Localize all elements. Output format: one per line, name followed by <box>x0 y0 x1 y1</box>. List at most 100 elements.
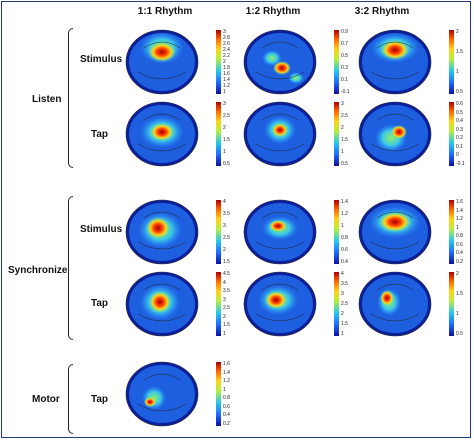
colorbar <box>449 272 454 336</box>
colorbar-tick-label: 1 <box>456 224 459 231</box>
colorbar-tick-label: 1.5 <box>341 321 348 327</box>
colorbar-ticks: 2 1.5 1 0.5 <box>456 29 474 95</box>
colorbar-tick-label: 3 <box>223 223 226 229</box>
topographic-map <box>124 28 200 96</box>
colorbar-tick-label: 4 <box>341 271 344 277</box>
colorbar-tick-label: 1.4 <box>456 207 463 214</box>
colorbar-tick-label: 2 <box>223 313 226 320</box>
colorbar-tick-label: 1 <box>223 386 226 393</box>
column-header-1-2-rhythm: 1:2 Rhythm <box>245 6 301 17</box>
colorbar-tick-label: 0.5 <box>456 109 463 116</box>
colorbar-tick-label: 1 <box>456 311 459 317</box>
colorbar-tick-label: 0.3 <box>456 126 463 133</box>
row-label-listen-stimulus: Stimulus <box>80 54 123 65</box>
topographic-map <box>124 270 200 338</box>
colorbar-tick-label: 0.6 <box>223 403 230 410</box>
group-label-synchronize: Synchronize <box>8 265 68 276</box>
colorbar-tick-label: 0.1 <box>456 143 463 150</box>
colorbar-tick-label: 1.5 <box>341 137 348 143</box>
colorbar-tick-label: 1.2 <box>456 216 463 223</box>
colorbar-ticks: 4 3.5 3 2.5 2 1.5 <box>223 200 247 265</box>
colorbar-tick-label: 2 <box>456 29 459 35</box>
column-header-3-2-rhythm: 3:2 Rhythm <box>354 6 410 17</box>
colorbar-tick-label: 1.5 <box>456 291 463 297</box>
colorbar-tick-label: 4 <box>223 279 226 286</box>
colorbar-tick-label: 0.5 <box>456 331 463 337</box>
group-label-listen: Listen <box>32 94 62 105</box>
colorbar-tick-label: 1.4 <box>341 199 348 205</box>
colorbar-tick-label: 3 <box>341 291 344 297</box>
colorbar-tick-label: 2.4 <box>223 47 230 53</box>
colorbar-ticks: 3 2.5 2 1.5 1 0.5 <box>341 101 365 167</box>
colorbar <box>216 200 221 264</box>
colorbar-tick-label: 2 <box>341 311 344 317</box>
colorbar-ticks: 1.4 1.2 1 0.8 0.6 0.4 <box>341 199 365 265</box>
colorbar-tick-label: 2 <box>223 125 226 131</box>
colorbar-tick-label: 1.6 <box>223 361 230 367</box>
colorbar <box>334 30 339 94</box>
colorbar <box>216 30 221 94</box>
colorbar-ticks: 3 2.5 2 1.5 1 0.5 <box>223 101 247 167</box>
colorbar-tick-label: 0.6 <box>456 101 463 107</box>
topographic-map <box>242 198 318 266</box>
colorbar-tick-label: 1.5 <box>223 137 230 143</box>
colorbar-tick-label: 0.2 <box>456 135 463 142</box>
colorbar-tick-label: 2.5 <box>223 235 230 241</box>
colorbar <box>334 102 339 166</box>
colorbar-tick-label: 0.8 <box>223 395 230 402</box>
topographic-map <box>357 270 433 338</box>
colorbar <box>216 272 221 336</box>
colorbar-tick-label: 1 <box>456 69 459 75</box>
colorbar-tick-label: 0.6 <box>456 241 463 248</box>
topographic-map <box>242 100 318 168</box>
colorbar-tick-label: 0.4 <box>456 250 463 257</box>
colorbar-tick-label: 0.8 <box>341 235 348 241</box>
row-label-synchronize-stimulus: Stimulus <box>80 224 123 235</box>
colorbar <box>216 102 221 166</box>
colorbar-tick-label: 0.8 <box>456 233 463 240</box>
topographic-map <box>124 100 200 168</box>
topographic-map <box>124 360 200 428</box>
colorbar-tick-label: 0.9 <box>341 29 348 35</box>
colorbar-ticks: 3 2.8 2.6 2.4 2.2 2 1.8 1.6 1.4 1.2 1 <box>223 30 247 95</box>
colorbar-tick-label: 0.7 <box>341 41 348 47</box>
colorbar-tick-label: 3 <box>223 101 226 107</box>
colorbar-tick-label: 1.5 <box>456 49 463 55</box>
colorbar-ticks: 4.5 4 3.5 3 2.5 2 1.5 1 <box>223 272 247 337</box>
colorbar-tick-label: 1.5 <box>223 322 230 329</box>
colorbar-tick-label: 0.2 <box>456 259 463 265</box>
topographic-map <box>357 100 433 168</box>
colorbar-tick-label: 0.4 <box>456 118 463 125</box>
colorbar-tick-label: 3 <box>341 101 344 107</box>
colorbar-ticks: 1.6 1.4 1.2 1 0.8 0.6 0.4 0.2 <box>456 200 474 265</box>
colorbar-tick-label: 3.5 <box>223 211 230 217</box>
colorbar-ticks: 2 1.5 1 0.5 <box>456 272 474 337</box>
colorbar-ticks: 0.6 0.5 0.4 0.3 0.2 0.1 0 -0.1 <box>456 101 474 167</box>
colorbar-ticks: 0.9 0.7 0.5 0.3 0.1 -0.1 <box>341 29 365 95</box>
colorbar-tick-label: 0.5 <box>341 53 348 59</box>
row-label-listen-tap: Tap <box>91 129 109 140</box>
colorbar-tick-label: 1 <box>223 89 226 95</box>
colorbar-tick-label: 0.6 <box>341 247 348 253</box>
colorbar-tick-label: 1.2 <box>341 211 348 217</box>
colorbar-tick-label: 0.3 <box>341 65 348 71</box>
colorbar-tick-label: 1 <box>341 149 344 155</box>
row-label-synchronize-tap: Tap <box>91 298 109 309</box>
bracket-listen <box>68 28 73 168</box>
topographic-map <box>357 28 433 96</box>
colorbar-tick-label: 0 <box>456 152 459 159</box>
colorbar-tick-label: 3.5 <box>223 288 230 295</box>
row-label-motor-tap: Tap <box>91 394 109 405</box>
colorbar-tick-label: 0.5 <box>341 161 348 167</box>
topographic-map <box>242 28 318 96</box>
colorbar-tick-label: 2.8 <box>223 35 230 41</box>
colorbar-tick-label: 3.5 <box>341 281 348 287</box>
colorbar-ticks: 1.6 1.4 1.2 1 0.8 0.6 0.4 0.2 <box>223 361 247 427</box>
colorbar-tick-label: 1.4 <box>223 369 230 376</box>
colorbar-ticks: 4 3.5 3 2.5 2 1.5 1 <box>341 271 365 337</box>
colorbar-tick-label: -0.1 <box>341 89 350 95</box>
colorbar-tick-label: 1.6 <box>223 71 230 77</box>
colorbar-tick-label: 2 <box>223 247 226 253</box>
colorbar-tick-label: 0.4 <box>341 259 348 265</box>
